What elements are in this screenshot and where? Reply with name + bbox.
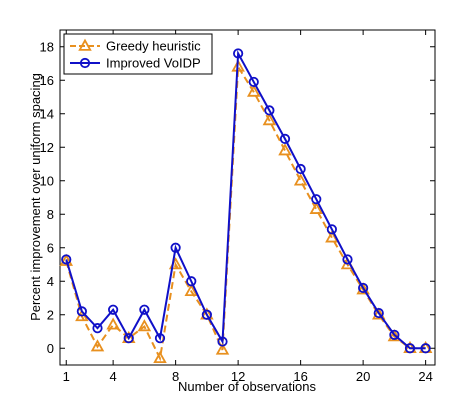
series-2-point	[108, 304, 119, 315]
series-1-point	[387, 329, 402, 342]
series-1-point	[184, 283, 199, 297]
legend-label-2: Improved VoIDP	[106, 56, 201, 71]
series-2-point	[217, 336, 228, 347]
y-tick-label: 0	[47, 341, 54, 356]
series-1-point	[215, 342, 230, 355]
series-1-point	[137, 319, 152, 332]
series-2-point	[342, 254, 353, 265]
series-2-point	[311, 194, 322, 205]
series-layer	[59, 48, 433, 364]
series-2-point	[326, 224, 337, 235]
series-1-point	[246, 84, 261, 97]
legend-box	[63, 33, 213, 75]
x-tick-label: 1	[63, 369, 70, 384]
series-2-point	[404, 343, 416, 354]
y-tick-label: 4	[47, 274, 54, 289]
x-tick-label: 20	[356, 369, 370, 384]
series-2-point	[61, 254, 72, 265]
series-1-point	[59, 253, 74, 266]
y-tick-label: 18	[40, 39, 54, 54]
series-2-point	[201, 309, 212, 320]
series-1-point	[325, 230, 339, 243]
series-2-point	[248, 76, 259, 88]
x-tick-label: 8	[172, 369, 179, 384]
series-2-point	[389, 329, 400, 340]
y-tick-label: 10	[40, 173, 54, 188]
y-tick-label: 6	[47, 240, 54, 255]
series-2-point	[170, 242, 181, 253]
x-tick-label: 24	[418, 369, 432, 384]
x-axis-label: Number of observations	[178, 379, 317, 394]
series-1-point	[356, 282, 370, 295]
series-2-point	[76, 306, 87, 317]
series-1-point	[90, 339, 105, 352]
legend-marker-2	[79, 57, 91, 69]
series-2-point	[420, 343, 431, 354]
series-2-point	[186, 276, 197, 287]
x-tick-label: 16	[293, 369, 307, 384]
series-2-point	[295, 163, 306, 175]
series-2-point	[92, 323, 103, 334]
series-1-point	[293, 173, 308, 186]
series-2-point	[264, 105, 275, 116]
series-2-point	[123, 333, 134, 344]
y-tick-label: 12	[40, 140, 54, 155]
y-tick-label: 16	[40, 73, 54, 88]
series-1-point	[106, 317, 120, 330]
series-2-point	[279, 133, 291, 144]
x-tick-label: 12	[231, 369, 245, 384]
x-tick-label: 4	[110, 369, 117, 384]
legend-marker-1	[78, 38, 92, 51]
legend: Greedy heuristic Improved VoIDP	[63, 33, 213, 75]
series-1-point	[309, 201, 324, 214]
plot-area	[59, 29, 436, 366]
series-2-point	[358, 282, 369, 294]
series-1-point	[371, 307, 386, 320]
y-tick-label: 14	[40, 106, 54, 121]
series-1-point	[153, 350, 167, 364]
series-1-point	[278, 143, 292, 156]
y-tick-label: 2	[47, 307, 54, 322]
y-tick-label: 8	[47, 207, 54, 222]
legend-label-1: Greedy heuristic	[106, 39, 201, 54]
y-axis-label: Percent improvement over uniform spacing	[28, 73, 43, 321]
series-2-point	[233, 48, 244, 59]
series-2-point	[154, 333, 166, 344]
series-1-point	[262, 113, 277, 126]
series-2-point	[373, 307, 384, 319]
series-2-point	[139, 304, 150, 315]
